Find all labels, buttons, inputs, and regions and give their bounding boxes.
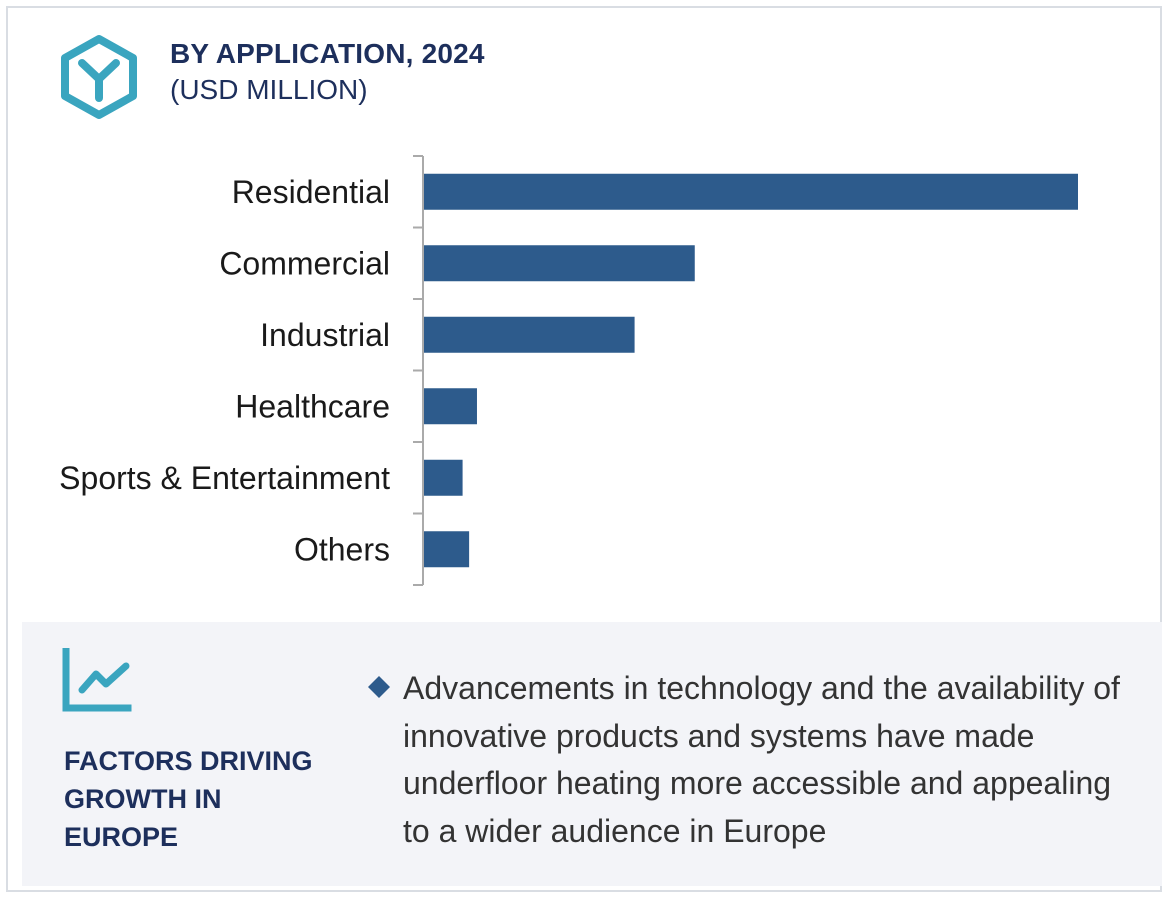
bar-residential bbox=[424, 173, 1078, 210]
diamond-bullet-icon bbox=[368, 676, 390, 698]
factors-heading-line: FACTORS DRIVING bbox=[64, 746, 313, 776]
category-label: Residential bbox=[232, 174, 390, 210]
category-label: Others bbox=[294, 531, 390, 567]
factor-description: Advancements in technology and the avail… bbox=[403, 670, 1120, 849]
factors-panel bbox=[22, 622, 1162, 886]
category-label: Industrial bbox=[260, 317, 390, 353]
hexagon-y-icon bbox=[61, 35, 137, 119]
factors-heading-line: EUROPE bbox=[64, 822, 179, 852]
bar-industrial bbox=[424, 316, 635, 353]
category-label: Sports & Entertainment bbox=[59, 460, 390, 496]
category-label: Healthcare bbox=[235, 388, 390, 424]
bar-commercial bbox=[424, 245, 695, 282]
trend-line-icon bbox=[62, 648, 132, 712]
bar-chart: Residential Commercial Industrial Healthcar… bbox=[59, 155, 1078, 586]
bar-others bbox=[424, 531, 470, 568]
factors-heading-line: GROWTH IN bbox=[64, 784, 222, 814]
factors-heading: FACTORS DRIVING GROWTH IN EUROPE bbox=[64, 742, 344, 856]
bar-sports-entertainment bbox=[424, 459, 463, 496]
bar-healthcare bbox=[424, 388, 477, 425]
chart-subtitle: (USD MILLION) bbox=[170, 74, 368, 105]
category-label: Commercial bbox=[219, 245, 390, 281]
chart-title: BY APPLICATION, 2024 bbox=[170, 38, 485, 69]
